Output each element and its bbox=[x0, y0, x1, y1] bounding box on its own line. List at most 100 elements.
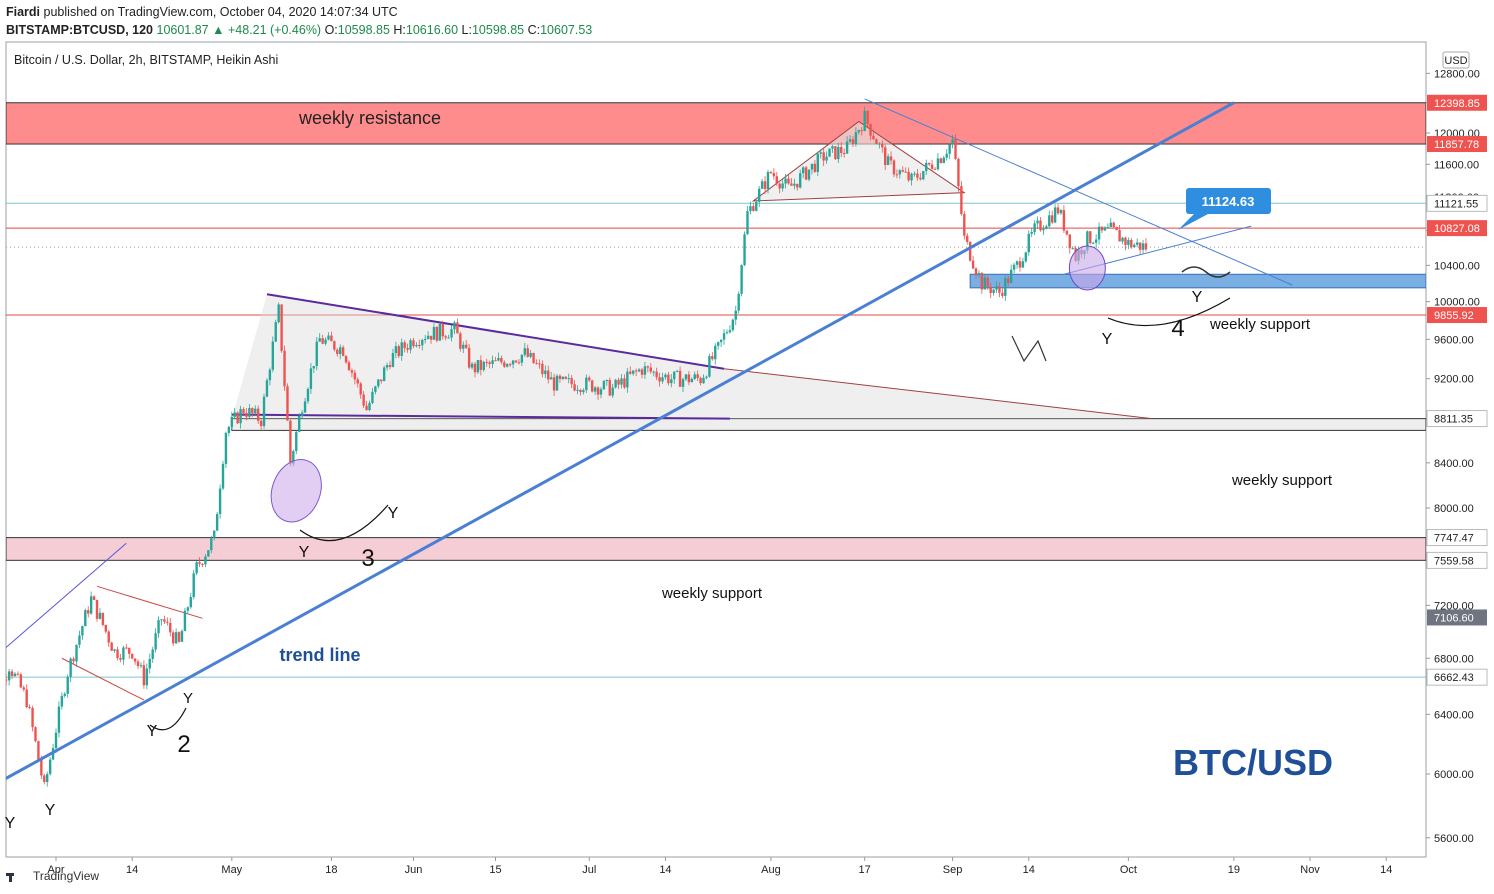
publish-line: Fiardi published on TradingView.com, Oct… bbox=[6, 5, 398, 19]
candle-body bbox=[350, 370, 354, 373]
y-tick-label: 10400.00 bbox=[1434, 260, 1480, 272]
candle-body bbox=[1056, 207, 1060, 214]
zone-1 bbox=[231, 418, 1426, 431]
candle-body bbox=[303, 401, 307, 413]
candle-body bbox=[966, 235, 969, 242]
candle-body bbox=[262, 396, 266, 427]
candle-body bbox=[687, 374, 691, 383]
candle-body bbox=[426, 335, 430, 339]
candle-body bbox=[702, 377, 705, 384]
candle-body bbox=[758, 188, 761, 202]
candle-body bbox=[549, 377, 553, 380]
candle-body bbox=[1124, 237, 1127, 246]
candle-body bbox=[1015, 261, 1019, 265]
candle-body bbox=[593, 387, 597, 392]
candle-body bbox=[142, 665, 146, 686]
candle-body bbox=[857, 130, 861, 133]
candle-body bbox=[215, 514, 219, 531]
candle-body bbox=[951, 139, 954, 145]
candle-body bbox=[649, 367, 652, 372]
candle-body bbox=[256, 408, 260, 421]
candle-body bbox=[989, 286, 992, 293]
candle-body bbox=[520, 354, 524, 363]
candle-body bbox=[611, 387, 614, 396]
candle-body bbox=[763, 181, 767, 190]
price-label: 9855.92 bbox=[1434, 310, 1474, 322]
candle-body bbox=[400, 342, 403, 357]
candle-body bbox=[397, 346, 401, 357]
wave-label: Y bbox=[1102, 331, 1113, 348]
candle-body bbox=[7, 671, 11, 681]
candle-body bbox=[851, 139, 855, 145]
candle-body bbox=[585, 377, 588, 391]
candle-body bbox=[869, 123, 872, 136]
chart-watermark-title: BTC/USD bbox=[1173, 742, 1333, 783]
candle-body bbox=[752, 206, 755, 211]
candle-body bbox=[602, 381, 606, 390]
candle-body bbox=[34, 727, 37, 742]
early-channel-upper bbox=[6, 542, 127, 649]
price-label: 11857.78 bbox=[1434, 139, 1479, 151]
candle-body bbox=[75, 644, 78, 662]
candle-body bbox=[500, 357, 503, 363]
candle-body bbox=[183, 610, 187, 631]
candle-body bbox=[169, 622, 172, 633]
candle-body bbox=[1130, 239, 1133, 248]
chart-title: Bitcoin / U.S. Dollar, 2h, BITSTAMP, Hei… bbox=[14, 53, 278, 67]
price-label-box bbox=[1426, 529, 1488, 547]
candle-body bbox=[295, 431, 298, 452]
candle-body bbox=[596, 387, 600, 395]
trend-line-label: trend line bbox=[279, 645, 360, 665]
candle-body bbox=[705, 376, 708, 378]
candle-body bbox=[916, 173, 919, 178]
candle-body bbox=[274, 322, 277, 342]
candle-body bbox=[207, 550, 210, 557]
footer-brand: TradingView bbox=[6, 866, 99, 886]
candle-body bbox=[491, 360, 494, 364]
candle-body bbox=[403, 342, 406, 349]
candle-body bbox=[227, 426, 231, 433]
candle-body bbox=[122, 647, 125, 660]
candle-body bbox=[271, 341, 275, 370]
wave-label: 2 bbox=[177, 731, 190, 758]
candle-body bbox=[412, 340, 415, 347]
candle-body bbox=[963, 213, 966, 236]
candle-body bbox=[382, 367, 386, 382]
candle-body bbox=[204, 556, 207, 565]
candle-body bbox=[834, 146, 837, 160]
price-label-box bbox=[1426, 668, 1488, 686]
price-label-box bbox=[1427, 220, 1487, 237]
price-label-box bbox=[1427, 307, 1487, 324]
candle-body bbox=[488, 362, 491, 364]
triangle-upper-line bbox=[266, 293, 725, 370]
candle-body bbox=[640, 369, 644, 375]
currency-label: USD bbox=[1444, 55, 1467, 67]
candle-body bbox=[1112, 222, 1115, 228]
candle-body bbox=[37, 741, 40, 760]
candle-body bbox=[40, 759, 43, 776]
candle-body bbox=[324, 339, 327, 344]
candle-body bbox=[441, 323, 444, 337]
candle-body bbox=[664, 374, 667, 378]
candle-body bbox=[775, 176, 778, 184]
zone-label-3: weekly support bbox=[1209, 316, 1311, 333]
candle-body bbox=[535, 363, 538, 365]
candle-body bbox=[13, 673, 17, 676]
candle-body bbox=[306, 388, 310, 402]
candle-body bbox=[297, 415, 301, 432]
candle-body bbox=[576, 389, 579, 391]
candle-body bbox=[148, 658, 151, 669]
candle-body bbox=[998, 286, 1001, 293]
zone-label-0: weekly resistance bbox=[298, 108, 441, 128]
candle-body bbox=[113, 649, 116, 651]
x-tick-label: 14 bbox=[1380, 864, 1392, 876]
candle-body bbox=[31, 707, 34, 728]
candle-body bbox=[391, 353, 395, 367]
candle-body bbox=[1100, 226, 1104, 231]
candle-body bbox=[863, 110, 866, 131]
zone-3 bbox=[969, 273, 1426, 289]
candle-body bbox=[1053, 207, 1057, 223]
candle-body bbox=[980, 273, 984, 290]
x-tick-label: Jul bbox=[582, 864, 596, 876]
